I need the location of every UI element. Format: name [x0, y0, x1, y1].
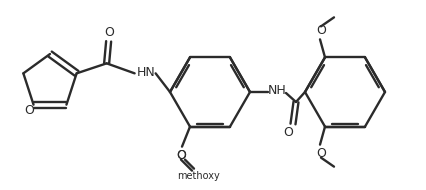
Text: O: O: [25, 104, 35, 117]
Text: HN: HN: [136, 66, 155, 79]
Text: O: O: [282, 127, 292, 139]
Text: methoxy: methoxy: [177, 171, 220, 181]
Text: O: O: [315, 147, 325, 160]
Text: NH: NH: [267, 85, 286, 97]
Text: O: O: [176, 149, 185, 162]
Text: O: O: [104, 26, 114, 39]
Text: O: O: [315, 24, 325, 37]
Text: O: O: [176, 149, 185, 162]
